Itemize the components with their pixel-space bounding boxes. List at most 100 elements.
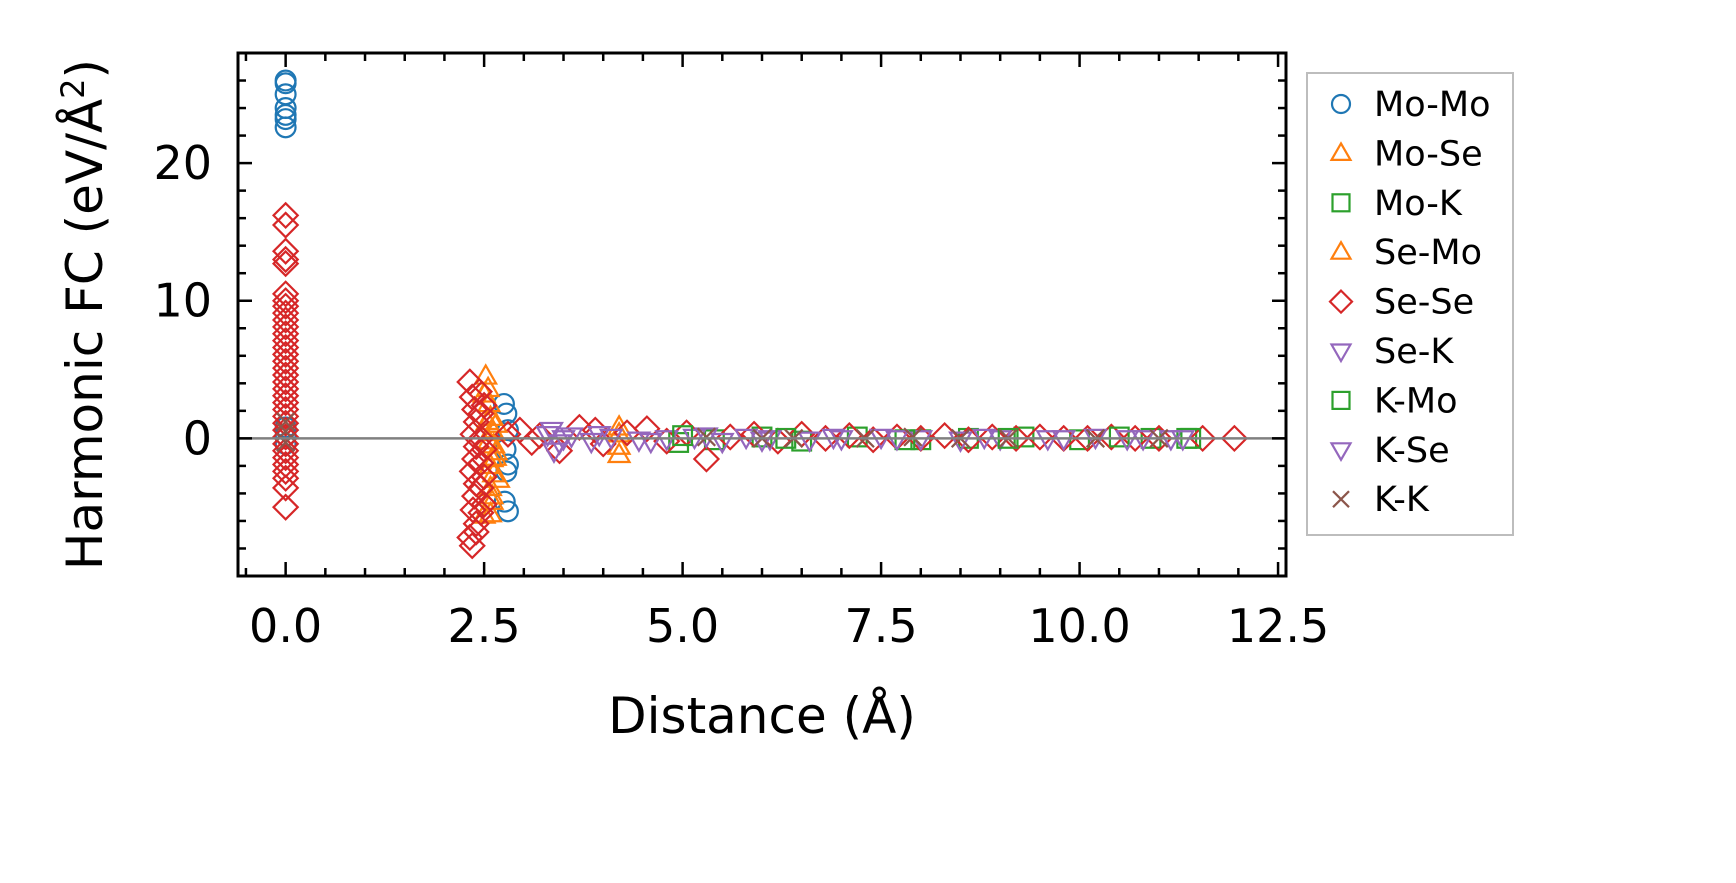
y-tick-label: 20 (153, 136, 212, 190)
data-point (456, 523, 484, 552)
legend-marker (1331, 390, 1351, 410)
data-point (276, 412, 296, 432)
legend-marker (1329, 343, 1353, 364)
data-point (271, 249, 300, 278)
data-point (1188, 424, 1217, 453)
data-point (462, 518, 490, 546)
y-axis-label-close: ) (56, 59, 114, 79)
data-point (271, 211, 300, 239)
data-point (271, 423, 300, 451)
legend-label: K-Se (1374, 431, 1450, 471)
data-point (749, 431, 775, 453)
data-point (271, 388, 300, 417)
data-point (271, 201, 300, 230)
data-point (709, 432, 735, 455)
x-tick-label: 7.5 (845, 599, 918, 653)
legend-marker (1332, 490, 1350, 508)
x-axis-label: Distance (Å) (608, 687, 916, 745)
data-point (467, 499, 495, 527)
data-points (271, 69, 1249, 560)
legend: Mo-Mo Mo-Se Mo-K Se-Mo Se-Se Se-K K-Mo K-Se K-K (1306, 72, 1514, 536)
data-point (797, 431, 822, 453)
x-tick-label: 5.0 (646, 599, 719, 653)
data-point (470, 435, 498, 464)
data-point (654, 430, 680, 452)
legend-marker (1329, 141, 1353, 161)
data-point (1108, 426, 1130, 448)
y-tick-labels: 0 10 20 (153, 136, 212, 465)
data-point (271, 280, 300, 308)
data-point (271, 474, 300, 502)
data-point (1220, 424, 1249, 453)
legend-label: Mo-Se (1374, 134, 1483, 174)
legend-label: Se-Mo (1374, 233, 1482, 273)
data-point (606, 421, 632, 443)
data-point (470, 463, 498, 491)
legend-label: Se-Se (1374, 283, 1474, 323)
data-point (633, 415, 661, 443)
data-point (271, 287, 300, 315)
data-point (271, 340, 300, 369)
data-point (271, 320, 300, 348)
data-point (586, 425, 612, 448)
data-point (271, 402, 300, 431)
data-point (271, 237, 300, 265)
data-point (271, 313, 300, 341)
data-point (274, 116, 297, 139)
data-point (638, 432, 664, 455)
data-point (1130, 430, 1156, 452)
data-point (271, 464, 300, 492)
data-point (545, 437, 574, 465)
plot-area-frame (236, 51, 1288, 578)
data-point (271, 361, 300, 389)
legend-item: K-Se (1329, 431, 1450, 471)
data-point (470, 490, 498, 519)
data-point (459, 420, 487, 448)
data-point (274, 72, 297, 95)
data-point (271, 299, 300, 327)
data-point (271, 347, 300, 375)
data-point (494, 420, 522, 448)
data-point (551, 430, 576, 452)
data-point (271, 443, 300, 472)
data-point (1026, 423, 1054, 451)
data-point (1051, 430, 1077, 452)
data-point (1121, 424, 1149, 453)
legend-marker (1331, 193, 1351, 213)
data-point (271, 306, 300, 334)
legend-marker (1330, 93, 1352, 115)
data-point (460, 395, 489, 424)
legend-item: Se-K (1329, 332, 1454, 372)
y-axis-label-superscript: 2 (54, 78, 92, 98)
data-point (271, 409, 300, 437)
data-point (271, 493, 300, 521)
data-point (462, 510, 490, 538)
legend-item: Mo-Se (1329, 134, 1483, 174)
data-point (578, 432, 604, 455)
data-point (948, 431, 973, 453)
x-tick-label: 10.0 (1028, 599, 1130, 653)
legend-marker (1329, 442, 1353, 463)
legend-item: Mo-K (1331, 184, 1463, 224)
data-point (829, 430, 854, 452)
data-point (483, 411, 509, 433)
legend-item: K-Mo (1331, 381, 1458, 421)
data-point (271, 368, 300, 396)
legend-item: Mo-Mo (1330, 85, 1491, 125)
data-point (271, 292, 300, 320)
data-point (1013, 426, 1035, 448)
data-point (672, 425, 694, 447)
data-point (1170, 430, 1196, 452)
y-axis-label-main: Harmonic FC (eV/Å (56, 99, 114, 570)
legend-marker (1329, 239, 1353, 260)
data-point (470, 391, 498, 419)
data-point (458, 532, 486, 560)
data-point (460, 445, 489, 473)
data-point (271, 333, 300, 362)
data-point (903, 427, 923, 447)
data-point (1158, 430, 1184, 452)
data-point (478, 500, 503, 523)
data-point (271, 437, 300, 465)
data-point (483, 438, 509, 461)
